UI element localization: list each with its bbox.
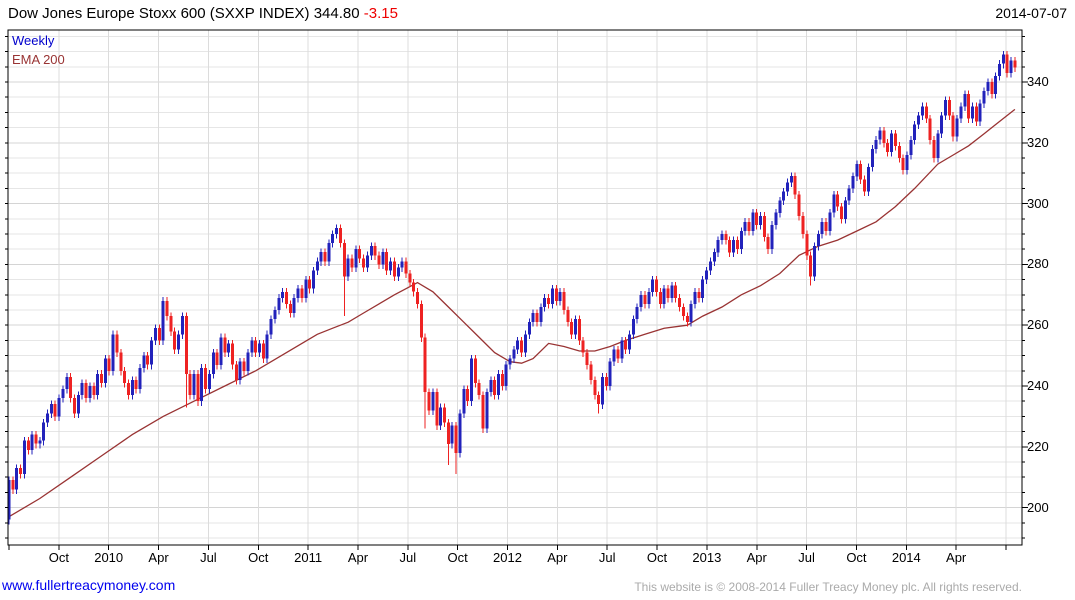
x-axis-label: Oct [48,550,69,565]
x-axis-label: Apr [746,550,767,565]
x-axis-label: Jul [200,550,217,565]
y-axis-label: 260 [1027,317,1049,333]
x-axis-label: Apr [148,550,169,565]
x-axis-label: Jul [798,550,815,565]
legend-weekly: Weekly [12,33,55,48]
y-axis-label: 240 [1027,378,1049,393]
legend-ema-200: EMA 200 [12,52,65,67]
price-change: -3.15 [363,5,398,22]
x-axis-label: 2014 [891,550,921,565]
x-axis-label: Oct [646,550,668,565]
chart-title-text: Dow Jones Europe Stoxx 600 (SXXP INDEX) … [8,5,360,22]
x-axis-label: Jul [598,550,616,565]
y-axis-label: 280 [1027,256,1049,272]
y-axis-label: 320 [1027,134,1049,150]
chart-date: 2014-07-07 [995,5,1067,21]
y-axis-label: 340 [1027,74,1049,89]
y-axis-label: 200 [1027,499,1049,515]
x-axis-label: 2010 [94,550,124,565]
x-axis-label: Oct [447,550,468,565]
chart-title: Dow Jones Europe Stoxx 600 (SXXP INDEX) … [8,5,398,22]
x-axis-label: 2012 [493,550,522,565]
x-axis-label: Oct [846,550,867,565]
x-axis-label: Jul [399,550,417,565]
x-axis-label: Apr [547,550,568,565]
x-axis-label: Apr [347,550,369,565]
copyright-text: This website is © 2008-2014 Fuller Treac… [634,580,1022,594]
x-axis-label: Apr [946,550,967,565]
y-axis-label: 300 [1027,195,1049,211]
x-axis-label: 2011 [294,550,323,565]
site-link[interactable]: www.fullertreacymoney.com [2,577,176,593]
x-axis-label: 2013 [692,550,722,565]
y-axis-label: 220 [1027,438,1049,454]
x-axis-label: Oct [248,550,269,565]
